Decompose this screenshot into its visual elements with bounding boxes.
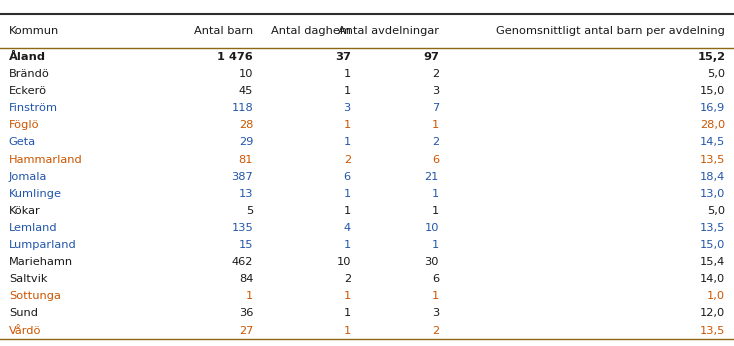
Text: 45: 45	[239, 86, 253, 96]
Text: 15,2: 15,2	[697, 52, 725, 62]
Text: 13,5: 13,5	[700, 223, 725, 233]
Text: 2: 2	[344, 274, 351, 284]
Text: 1: 1	[344, 291, 351, 301]
Text: 1: 1	[344, 120, 351, 130]
Text: 97: 97	[423, 52, 439, 62]
Text: 13,5: 13,5	[700, 326, 725, 336]
Text: Geta: Geta	[9, 137, 36, 147]
Text: 10: 10	[424, 223, 439, 233]
Text: 135: 135	[231, 223, 253, 233]
Text: Vårdö: Vårdö	[9, 326, 41, 336]
Text: 2: 2	[432, 137, 439, 147]
Text: 14,5: 14,5	[700, 137, 725, 147]
Text: 28: 28	[239, 120, 253, 130]
Text: 1: 1	[344, 189, 351, 199]
Text: 28,0: 28,0	[700, 120, 725, 130]
Text: 84: 84	[239, 274, 253, 284]
Text: 6: 6	[432, 274, 439, 284]
Text: Finström: Finström	[9, 103, 58, 113]
Text: 118: 118	[231, 103, 253, 113]
Text: Åland: Åland	[9, 52, 46, 62]
Text: Lemland: Lemland	[9, 223, 57, 233]
Text: 1: 1	[432, 240, 439, 250]
Text: Genomsnittligt antal barn per avdelning: Genomsnittligt antal barn per avdelning	[496, 26, 725, 36]
Text: Antal avdelningar: Antal avdelningar	[338, 26, 439, 36]
Text: 10: 10	[239, 69, 253, 79]
Text: 5,0: 5,0	[707, 69, 725, 79]
Text: 5: 5	[246, 206, 253, 216]
Text: 6: 6	[432, 155, 439, 165]
Text: 13: 13	[239, 189, 253, 199]
Text: 13,0: 13,0	[700, 189, 725, 199]
Text: 2: 2	[344, 155, 351, 165]
Text: 81: 81	[239, 155, 253, 165]
Text: 15,4: 15,4	[700, 257, 725, 267]
Text: 387: 387	[231, 172, 253, 182]
Text: 21: 21	[424, 172, 439, 182]
Text: Sund: Sund	[9, 308, 38, 318]
Text: 1: 1	[344, 137, 351, 147]
Text: 2: 2	[432, 69, 439, 79]
Text: 30: 30	[424, 257, 439, 267]
Text: 18,4: 18,4	[700, 172, 725, 182]
Text: 3: 3	[432, 86, 439, 96]
Text: 1: 1	[246, 291, 253, 301]
Text: Kommun: Kommun	[9, 26, 59, 36]
Text: 14,0: 14,0	[700, 274, 725, 284]
Text: 5,0: 5,0	[707, 206, 725, 216]
Text: 1,0: 1,0	[707, 291, 725, 301]
Text: 1: 1	[432, 206, 439, 216]
Text: 3: 3	[432, 308, 439, 318]
Text: 1: 1	[344, 206, 351, 216]
Text: Jomala: Jomala	[9, 172, 47, 182]
Text: 462: 462	[232, 257, 253, 267]
Text: 10: 10	[336, 257, 351, 267]
Text: 6: 6	[344, 172, 351, 182]
Text: 4: 4	[344, 223, 351, 233]
Text: 2: 2	[432, 326, 439, 336]
Text: Lumparland: Lumparland	[9, 240, 76, 250]
Text: 1: 1	[344, 69, 351, 79]
Text: 1: 1	[432, 120, 439, 130]
Text: 16,9: 16,9	[700, 103, 725, 113]
Text: Eckerö: Eckerö	[9, 86, 47, 96]
Text: 1: 1	[344, 308, 351, 318]
Text: Mariehamn: Mariehamn	[9, 257, 73, 267]
Text: 37: 37	[335, 52, 351, 62]
Text: 1: 1	[432, 291, 439, 301]
Text: Antal daghem: Antal daghem	[271, 26, 351, 36]
Text: 1 476: 1 476	[217, 52, 253, 62]
Text: 3: 3	[344, 103, 351, 113]
Text: 15,0: 15,0	[700, 86, 725, 96]
Text: 1: 1	[432, 189, 439, 199]
Text: Brändö: Brändö	[9, 69, 50, 79]
Text: Antal barn: Antal barn	[194, 26, 253, 36]
Text: Saltvik: Saltvik	[9, 274, 47, 284]
Text: 29: 29	[239, 137, 253, 147]
Text: Hammarland: Hammarland	[9, 155, 82, 165]
Text: 27: 27	[239, 326, 253, 336]
Text: 15,0: 15,0	[700, 240, 725, 250]
Text: 12,0: 12,0	[700, 308, 725, 318]
Text: 7: 7	[432, 103, 439, 113]
Text: 1: 1	[344, 86, 351, 96]
Text: Sottunga: Sottunga	[9, 291, 61, 301]
Text: 15: 15	[239, 240, 253, 250]
Text: 36: 36	[239, 308, 253, 318]
Text: 1: 1	[344, 326, 351, 336]
Text: 1: 1	[344, 240, 351, 250]
Text: Kökar: Kökar	[9, 206, 40, 216]
Text: Föglö: Föglö	[9, 120, 40, 130]
Text: 13,5: 13,5	[700, 155, 725, 165]
Text: Kumlinge: Kumlinge	[9, 189, 62, 199]
